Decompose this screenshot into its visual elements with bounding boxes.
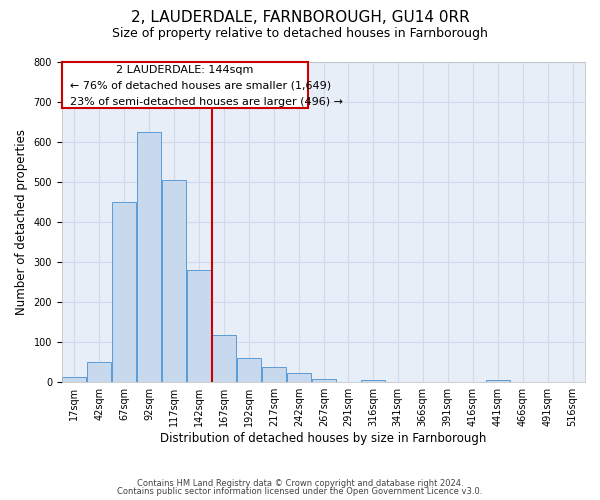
- Bar: [137, 132, 161, 382]
- Bar: [262, 367, 286, 382]
- Bar: [62, 378, 86, 382]
- Bar: [112, 202, 136, 382]
- Text: 2 LAUDERDALE: 144sqm: 2 LAUDERDALE: 144sqm: [116, 64, 253, 74]
- Bar: [87, 362, 112, 382]
- Bar: [187, 270, 211, 382]
- Text: Size of property relative to detached houses in Farnborough: Size of property relative to detached ho…: [112, 28, 488, 40]
- X-axis label: Distribution of detached houses by size in Farnborough: Distribution of detached houses by size …: [160, 432, 487, 445]
- Bar: [162, 180, 186, 382]
- Bar: [237, 358, 261, 382]
- Y-axis label: Number of detached properties: Number of detached properties: [15, 129, 28, 315]
- Bar: [485, 380, 510, 382]
- Bar: [361, 380, 385, 382]
- Text: ← 76% of detached houses are smaller (1,649): ← 76% of detached houses are smaller (1,…: [70, 80, 331, 90]
- Bar: [312, 379, 336, 382]
- Text: Contains HM Land Registry data © Crown copyright and database right 2024.: Contains HM Land Registry data © Crown c…: [137, 478, 463, 488]
- Bar: [287, 374, 311, 382]
- Text: 23% of semi-detached houses are larger (496) →: 23% of semi-detached houses are larger (…: [70, 97, 343, 107]
- Bar: [212, 335, 236, 382]
- FancyBboxPatch shape: [62, 62, 308, 108]
- Text: Contains public sector information licensed under the Open Government Licence v3: Contains public sector information licen…: [118, 487, 482, 496]
- Text: 2, LAUDERDALE, FARNBOROUGH, GU14 0RR: 2, LAUDERDALE, FARNBOROUGH, GU14 0RR: [131, 10, 469, 25]
